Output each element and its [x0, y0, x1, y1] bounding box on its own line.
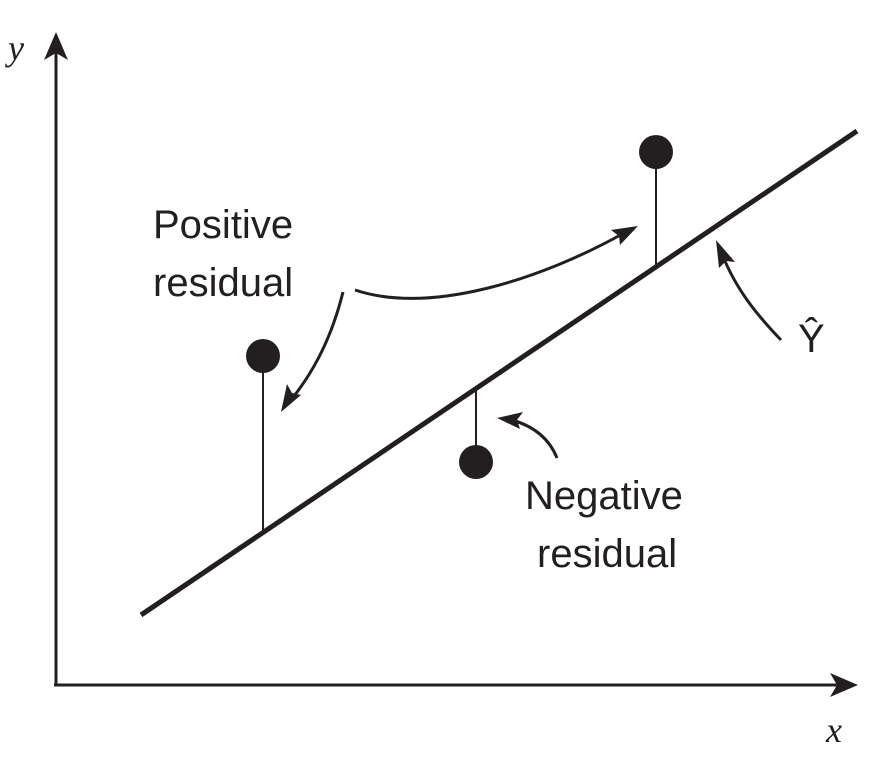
negative-arrow-head	[497, 412, 523, 429]
y-axis-label: y	[5, 28, 24, 68]
fitted-arrow-head	[716, 240, 735, 268]
positive-arrow-left-head	[281, 384, 301, 412]
negative-residual-label-line2: residual	[537, 532, 677, 576]
data-point-negative	[459, 445, 493, 479]
x-axis-label: x	[825, 710, 842, 750]
fitted-value-label: Ŷ	[798, 316, 825, 361]
data-point-left	[246, 339, 280, 373]
negative-residual-label-line1: Negative	[525, 474, 683, 518]
x-axis-arrowhead	[830, 673, 858, 697]
regression-line	[139, 128, 859, 618]
fitted-arrow	[720, 253, 783, 342]
positive-residual-label-line1: Positive	[153, 203, 293, 247]
positive-arrow-right-head	[611, 226, 638, 245]
positive-residual-label-line2: residual	[153, 261, 293, 305]
positive-arrow-right	[354, 231, 625, 300]
positive-arrow-left	[289, 291, 345, 401]
y-axis-arrowhead	[44, 32, 68, 60]
data-point-right	[639, 135, 673, 169]
